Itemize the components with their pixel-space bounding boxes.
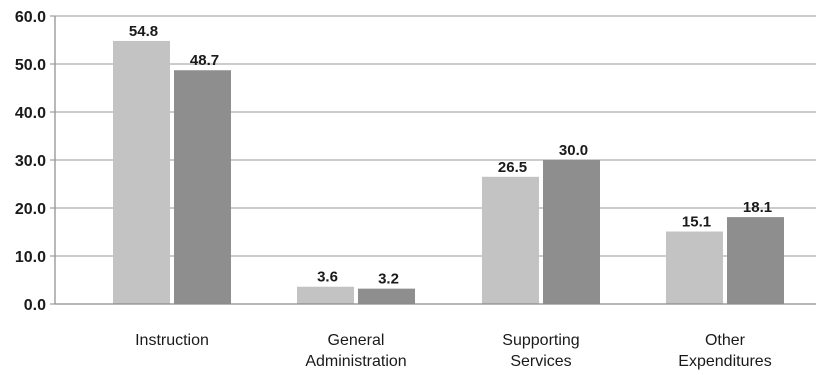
x-category-label-line: Supporting bbox=[502, 332, 579, 349]
y-tick-label: 10.0 bbox=[15, 249, 46, 266]
x-category-label: Instruction bbox=[135, 332, 209, 349]
bar bbox=[113, 40, 170, 305]
y-tick-label: 20.0 bbox=[15, 201, 46, 218]
data-label: 26.5 bbox=[498, 159, 527, 176]
bar bbox=[297, 286, 354, 304]
y-tick-label: 60.0 bbox=[15, 9, 46, 26]
x-category-label: Supporting Services bbox=[502, 332, 579, 370]
x-category-label-line: Other bbox=[705, 332, 746, 349]
bar bbox=[174, 70, 231, 305]
data-label: 30.0 bbox=[559, 142, 588, 159]
data-label: 54.8 bbox=[129, 23, 158, 40]
labels: 0.0 10.0 20.0 30.0 40.0 50.0 60.0 54.8 48.7 Instr… bbox=[15, 9, 772, 370]
bar bbox=[358, 288, 415, 304]
bar bbox=[482, 176, 539, 304]
x-category-label: General Administration bbox=[305, 332, 406, 370]
data-label: 3.2 bbox=[378, 271, 399, 288]
x-category-label-line: Instruction bbox=[135, 332, 209, 349]
x-category-label-line: General bbox=[328, 332, 385, 349]
axes bbox=[50, 15, 816, 305]
data-label: 18.1 bbox=[743, 199, 772, 216]
y-tick-label: 50.0 bbox=[15, 57, 46, 74]
y-tick-label: 0.0 bbox=[24, 297, 46, 314]
data-label: 3.6 bbox=[317, 269, 338, 286]
data-label: 48.7 bbox=[190, 52, 219, 69]
x-category-label: Other Expenditures bbox=[678, 332, 771, 370]
bars bbox=[113, 40, 784, 305]
x-category-label-line: Expenditures bbox=[678, 353, 771, 370]
y-tick-label: 30.0 bbox=[15, 153, 46, 170]
data-label: 15.1 bbox=[682, 214, 711, 231]
x-category-label-line: Administration bbox=[305, 353, 406, 370]
bar bbox=[727, 217, 784, 304]
bar bbox=[543, 160, 600, 304]
y-tick-label: 40.0 bbox=[15, 105, 46, 122]
x-category-label-line: Services bbox=[510, 353, 571, 370]
bar bbox=[666, 231, 723, 304]
